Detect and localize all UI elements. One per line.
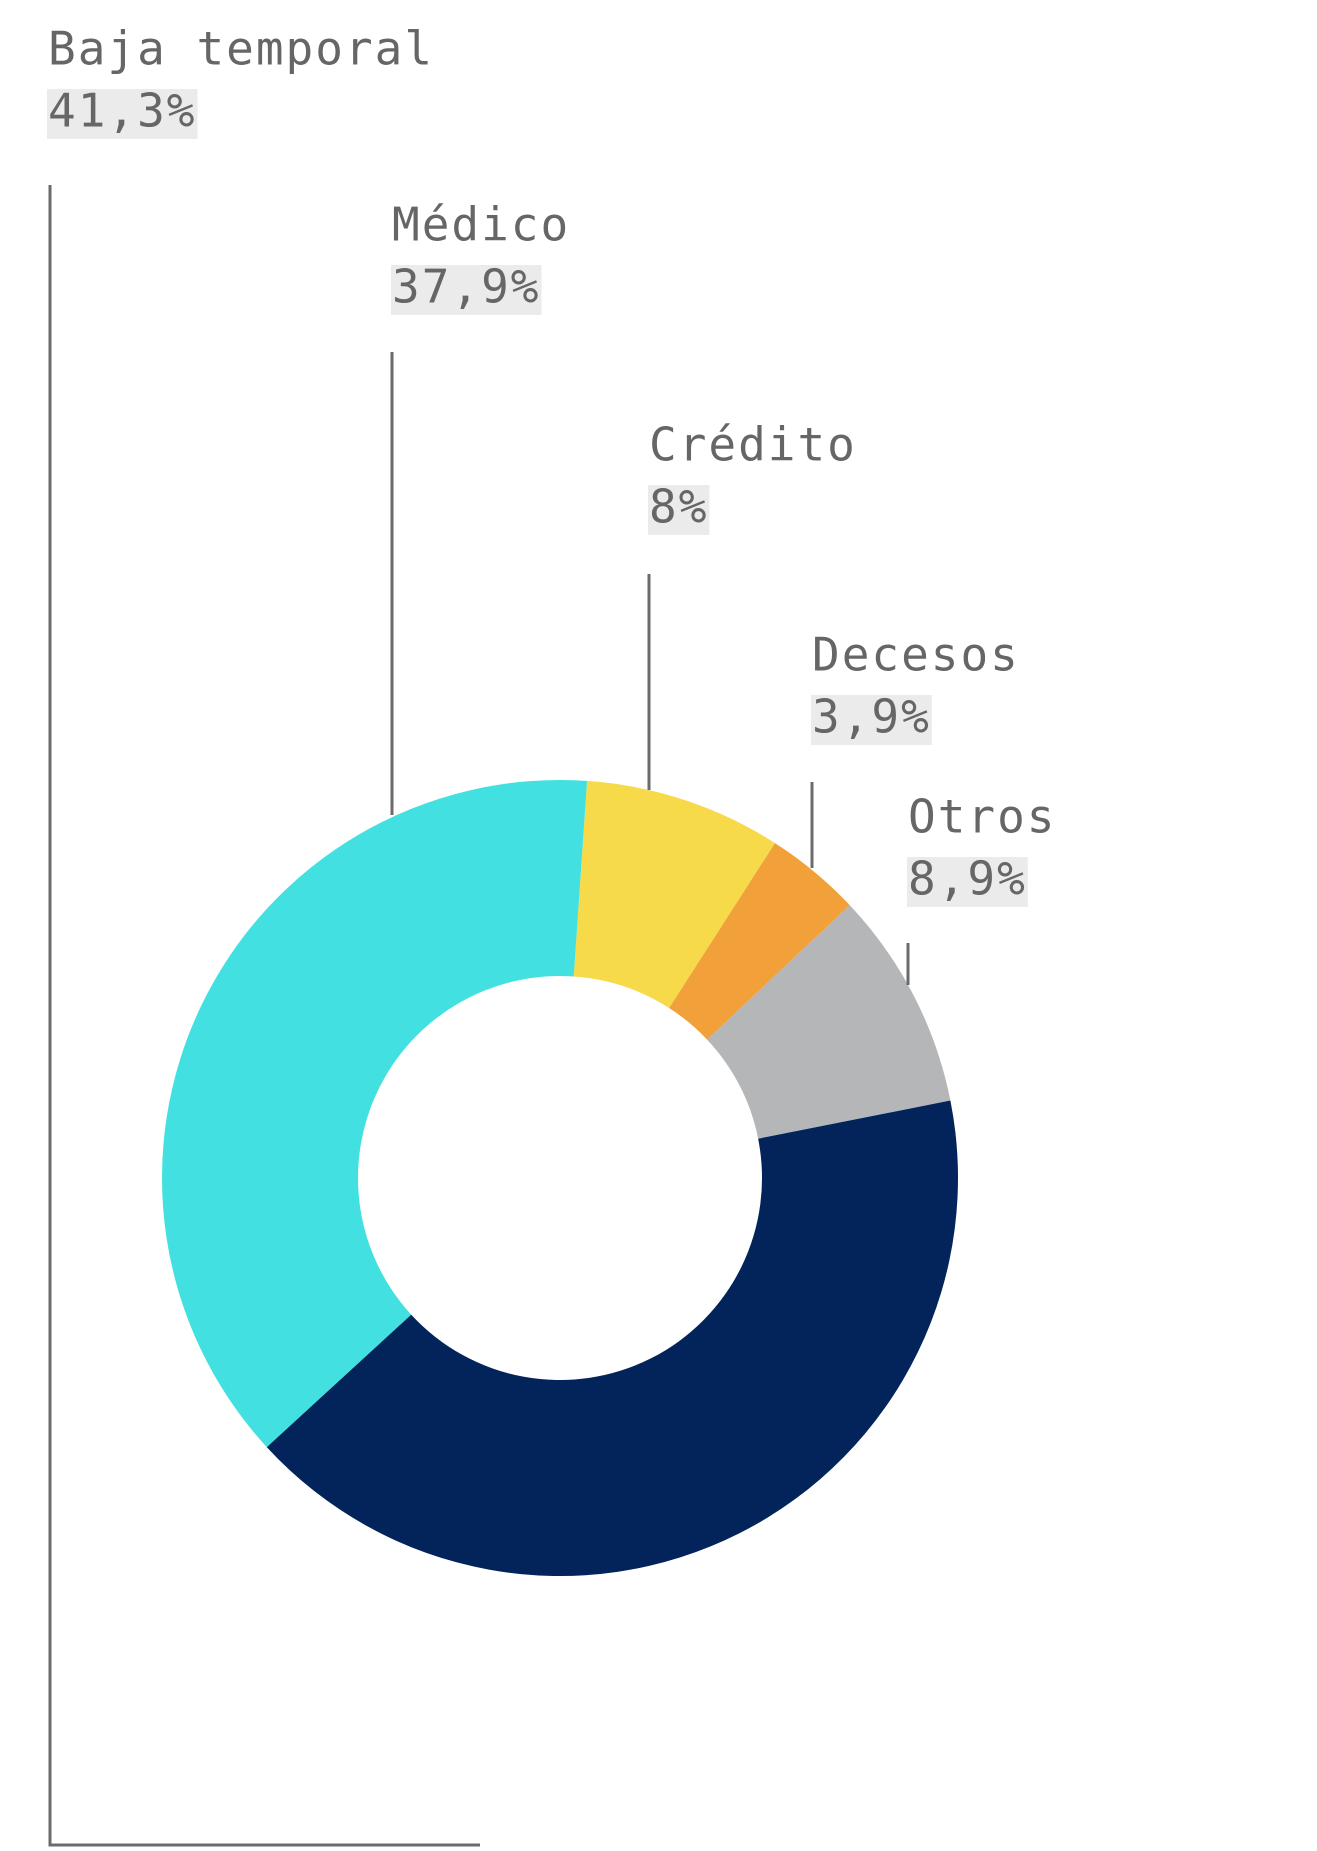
- value-label-bg: [907, 857, 1028, 907]
- donut-slice: [573, 780, 776, 1009]
- value-label-bg: [811, 695, 932, 745]
- value-label-group: 41,3%: [47, 84, 198, 139]
- value-label-group: 37,9%: [391, 260, 542, 315]
- value-label: 8%: [649, 480, 708, 534]
- donut-slice: [266, 1100, 958, 1576]
- donut-slice: [707, 905, 951, 1139]
- value-label: 8,9%: [908, 852, 1027, 906]
- donut-slice: [669, 843, 850, 1040]
- value-label: 3,9%: [812, 690, 931, 744]
- value-label-group: 3,9%: [811, 690, 932, 745]
- value-label-bg: [47, 89, 198, 139]
- donut-slice: [161, 779, 588, 1448]
- slice-label: Baja temporal: [48, 22, 434, 76]
- value-label-group: 8,9%: [907, 852, 1028, 907]
- slice-label: Crédito: [649, 418, 857, 472]
- value-label-bg: [391, 265, 542, 315]
- slice-label: Otros: [908, 790, 1056, 844]
- value-label-group: 8%: [648, 480, 710, 535]
- value-label-bg: [648, 485, 710, 535]
- leader-line: [48, 185, 480, 1847]
- slice-label: Médico: [392, 198, 570, 252]
- slice-label: Decesos: [812, 628, 1020, 682]
- value-label: 37,9%: [392, 260, 540, 314]
- value-label: 41,3%: [48, 84, 196, 138]
